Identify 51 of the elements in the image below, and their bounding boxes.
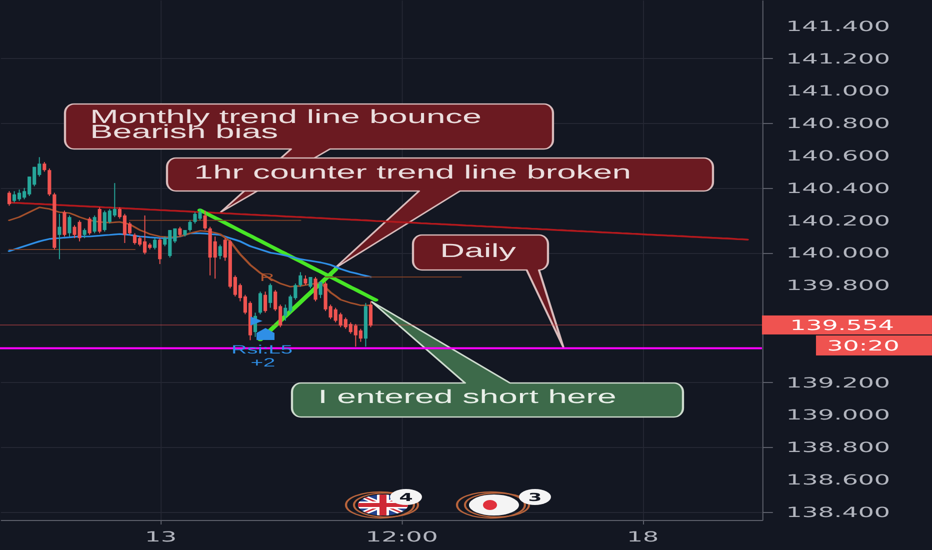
candlestick bbox=[308, 276, 312, 289]
annotation: 1hr counter trend line broken bbox=[194, 162, 632, 183]
x-tick-label: 13 bbox=[144, 528, 177, 545]
annotation: Daily bbox=[440, 240, 516, 262]
y-tick-label: 138.800 bbox=[786, 439, 890, 456]
y-tick-label: 141.400 bbox=[786, 18, 890, 34]
candlestick bbox=[258, 291, 262, 315]
y-tick-label: 138.600 bbox=[786, 471, 890, 488]
candlestick bbox=[98, 206, 102, 234]
line-series bbox=[8, 201, 748, 241]
y-tick-label: 139.000 bbox=[786, 406, 890, 424]
candlestick bbox=[7, 190, 12, 206]
annotation: I entered short here bbox=[318, 386, 616, 408]
candlestick bbox=[58, 213, 62, 260]
candlestick bbox=[92, 215, 96, 234]
candlestick bbox=[42, 162, 46, 172]
y-tick-label: 138.400 bbox=[786, 504, 890, 520]
candlestick bbox=[318, 281, 322, 298]
candlestick bbox=[263, 291, 268, 314]
candlestick bbox=[203, 210, 207, 230]
candlestick bbox=[368, 300, 373, 328]
candlestick bbox=[314, 276, 318, 302]
candlestick bbox=[88, 216, 92, 236]
text: 30:20 bbox=[826, 337, 900, 354]
y-tick-label: 140.000 bbox=[786, 244, 890, 262]
ref-line-label: 139.554 bbox=[790, 316, 894, 334]
candlestick bbox=[304, 275, 308, 286]
candlestick bbox=[298, 272, 302, 288]
y-tick-label: 141.200 bbox=[786, 50, 890, 67]
candlestick bbox=[68, 215, 72, 237]
y-tick-label: 140.800 bbox=[786, 115, 890, 132]
y-tick-label: 140.400 bbox=[786, 180, 890, 196]
y-tick-label: 141.000 bbox=[786, 82, 890, 100]
candlestick bbox=[178, 226, 182, 237]
candlestick bbox=[153, 238, 157, 250]
y-tick-label: 139.800 bbox=[786, 277, 890, 294]
candlestick bbox=[268, 283, 272, 308]
annotation: +2 bbox=[250, 355, 276, 370]
annotation: 3 bbox=[528, 490, 542, 504]
candlestick bbox=[218, 244, 222, 260]
annotation: 4 bbox=[399, 490, 413, 504]
x-tick-label: 18 bbox=[626, 528, 659, 545]
x-tick-label: 12:00 bbox=[365, 528, 438, 545]
candlestick bbox=[188, 220, 192, 232]
candlestick bbox=[82, 228, 86, 239]
y-tick-label: 140.200 bbox=[786, 212, 890, 229]
candlestick bbox=[158, 238, 162, 264]
y-tick-label: 139.200 bbox=[786, 374, 890, 391]
candlestick bbox=[62, 210, 66, 237]
y-tick-label: 140.600 bbox=[786, 147, 890, 164]
annotation: Monthly trend line bounce Bearish bias bbox=[90, 106, 482, 142]
